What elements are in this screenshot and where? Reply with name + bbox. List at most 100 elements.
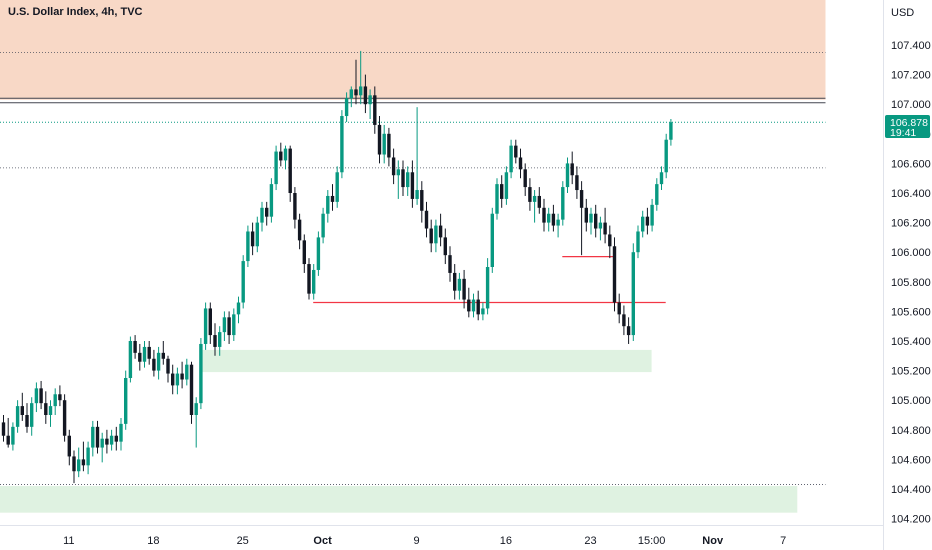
candle-43[interactable]: [203, 302, 208, 350]
candle-96[interactable]: [453, 264, 457, 300]
candle-2[interactable]: [11, 422, 15, 451]
candle-119[interactable]: [561, 181, 565, 226]
candle-70[interactable]: [330, 184, 335, 211]
candle-60[interactable]: [283, 145, 288, 170]
candle-130[interactable]: [612, 237, 617, 312]
candle-58[interactable]: [274, 145, 278, 191]
candle-105[interactable]: [495, 178, 499, 220]
candle-122[interactable]: [575, 166, 579, 199]
candle-14[interactable]: [67, 429, 71, 466]
candle-93[interactable]: [438, 213, 443, 247]
candle-27[interactable]: [128, 336, 133, 383]
candle-67[interactable]: [316, 231, 321, 276]
candle-128[interactable]: [603, 207, 607, 244]
candle-127[interactable]: [598, 216, 603, 241]
candle-117[interactable]: [551, 204, 556, 232]
candle-71[interactable]: [335, 166, 339, 208]
candle-46[interactable]: [218, 326, 222, 356]
candle-6[interactable]: [30, 397, 34, 436]
candle-36[interactable]: [171, 364, 175, 395]
candle-55[interactable]: [260, 201, 264, 232]
candle-64[interactable]: [302, 234, 306, 273]
candle-95[interactable]: [448, 246, 452, 282]
candle-142[interactable]: [669, 119, 673, 146]
candle-28[interactable]: [133, 335, 137, 359]
candle-75[interactable]: [354, 59, 358, 105]
candle-107[interactable]: [504, 166, 509, 205]
candle-120[interactable]: [565, 157, 570, 193]
candle-0[interactable]: [1, 415, 6, 442]
candle-76[interactable]: [359, 50, 363, 105]
candle-115[interactable]: [542, 198, 546, 232]
candle-30[interactable]: [142, 341, 147, 368]
candle-9[interactable]: [44, 391, 48, 424]
candle-98[interactable]: [462, 269, 466, 309]
candle-134[interactable]: [631, 243, 635, 341]
candle-123[interactable]: [579, 181, 584, 256]
candle-118[interactable]: [556, 213, 560, 238]
candle-59[interactable]: [279, 142, 283, 167]
candle-97[interactable]: [457, 272, 462, 300]
candle-17[interactable]: [81, 441, 86, 472]
candle-77[interactable]: [363, 74, 368, 114]
candle-140[interactable]: [659, 166, 664, 191]
candle-21[interactable]: [100, 432, 104, 463]
candle-106[interactable]: [500, 175, 504, 208]
candle-34[interactable]: [161, 341, 165, 365]
candle-73[interactable]: [344, 92, 349, 122]
candle-20[interactable]: [95, 420, 100, 454]
candle-92[interactable]: [434, 219, 438, 253]
candle-103[interactable]: [485, 258, 490, 315]
candle-31[interactable]: [147, 341, 151, 365]
candle-39[interactable]: [185, 358, 189, 386]
candle-114[interactable]: [537, 187, 541, 214]
candle-52[interactable]: [246, 225, 250, 267]
candle-19[interactable]: [91, 420, 95, 457]
candle-53[interactable]: [250, 222, 255, 256]
candle-49[interactable]: [232, 308, 236, 341]
candle-44[interactable]: [208, 302, 212, 344]
candle-124[interactable]: [584, 198, 588, 232]
candle-109[interactable]: [514, 139, 518, 164]
x-axis-ticks[interactable]: 11 18 25 Oct 9 16 23 15:00 Nov 7: [63, 535, 786, 547]
candle-86[interactable]: [406, 166, 410, 196]
candle-129[interactable]: [608, 225, 612, 259]
candle-138[interactable]: [650, 198, 654, 232]
candle-90[interactable]: [424, 201, 429, 238]
candle-94[interactable]: [443, 228, 447, 265]
candle-33[interactable]: [156, 346, 161, 380]
candle-22[interactable]: [105, 429, 109, 454]
candle-5[interactable]: [25, 403, 29, 433]
candle-40[interactable]: [189, 361, 194, 424]
candle-26[interactable]: [124, 370, 128, 430]
candle-7[interactable]: [34, 382, 39, 413]
candle-137[interactable]: [645, 207, 650, 235]
candle-16[interactable]: [77, 447, 81, 478]
candle-4[interactable]: [20, 392, 24, 421]
candle-104[interactable]: [490, 207, 494, 273]
candle-24[interactable]: [114, 426, 118, 451]
y-axis-ticks[interactable]: 107.400107.200107.000106.800106.600106.4…: [891, 40, 931, 526]
candle-74[interactable]: [349, 86, 353, 108]
candle-132[interactable]: [622, 305, 626, 336]
candle-85[interactable]: [401, 160, 405, 196]
candle-13[interactable]: [62, 394, 67, 442]
candle-82[interactable]: [387, 127, 391, 167]
candle-62[interactable]: [293, 187, 297, 229]
candle-89[interactable]: [420, 181, 424, 223]
candle-110[interactable]: [518, 148, 523, 179]
candle-101[interactable]: [476, 290, 480, 321]
candle-136[interactable]: [641, 210, 645, 238]
candle-11[interactable]: [53, 388, 57, 415]
candle-69[interactable]: [326, 190, 330, 223]
candle-131[interactable]: [617, 293, 621, 324]
candle-10[interactable]: [48, 400, 53, 427]
candle-112[interactable]: [528, 178, 532, 211]
candle-56[interactable]: [265, 201, 269, 226]
candle-48[interactable]: [227, 311, 231, 344]
candle-80[interactable]: [377, 116, 382, 164]
candle-116[interactable]: [547, 207, 551, 232]
candle-79[interactable]: [373, 86, 377, 134]
candle-99[interactable]: [467, 287, 471, 318]
